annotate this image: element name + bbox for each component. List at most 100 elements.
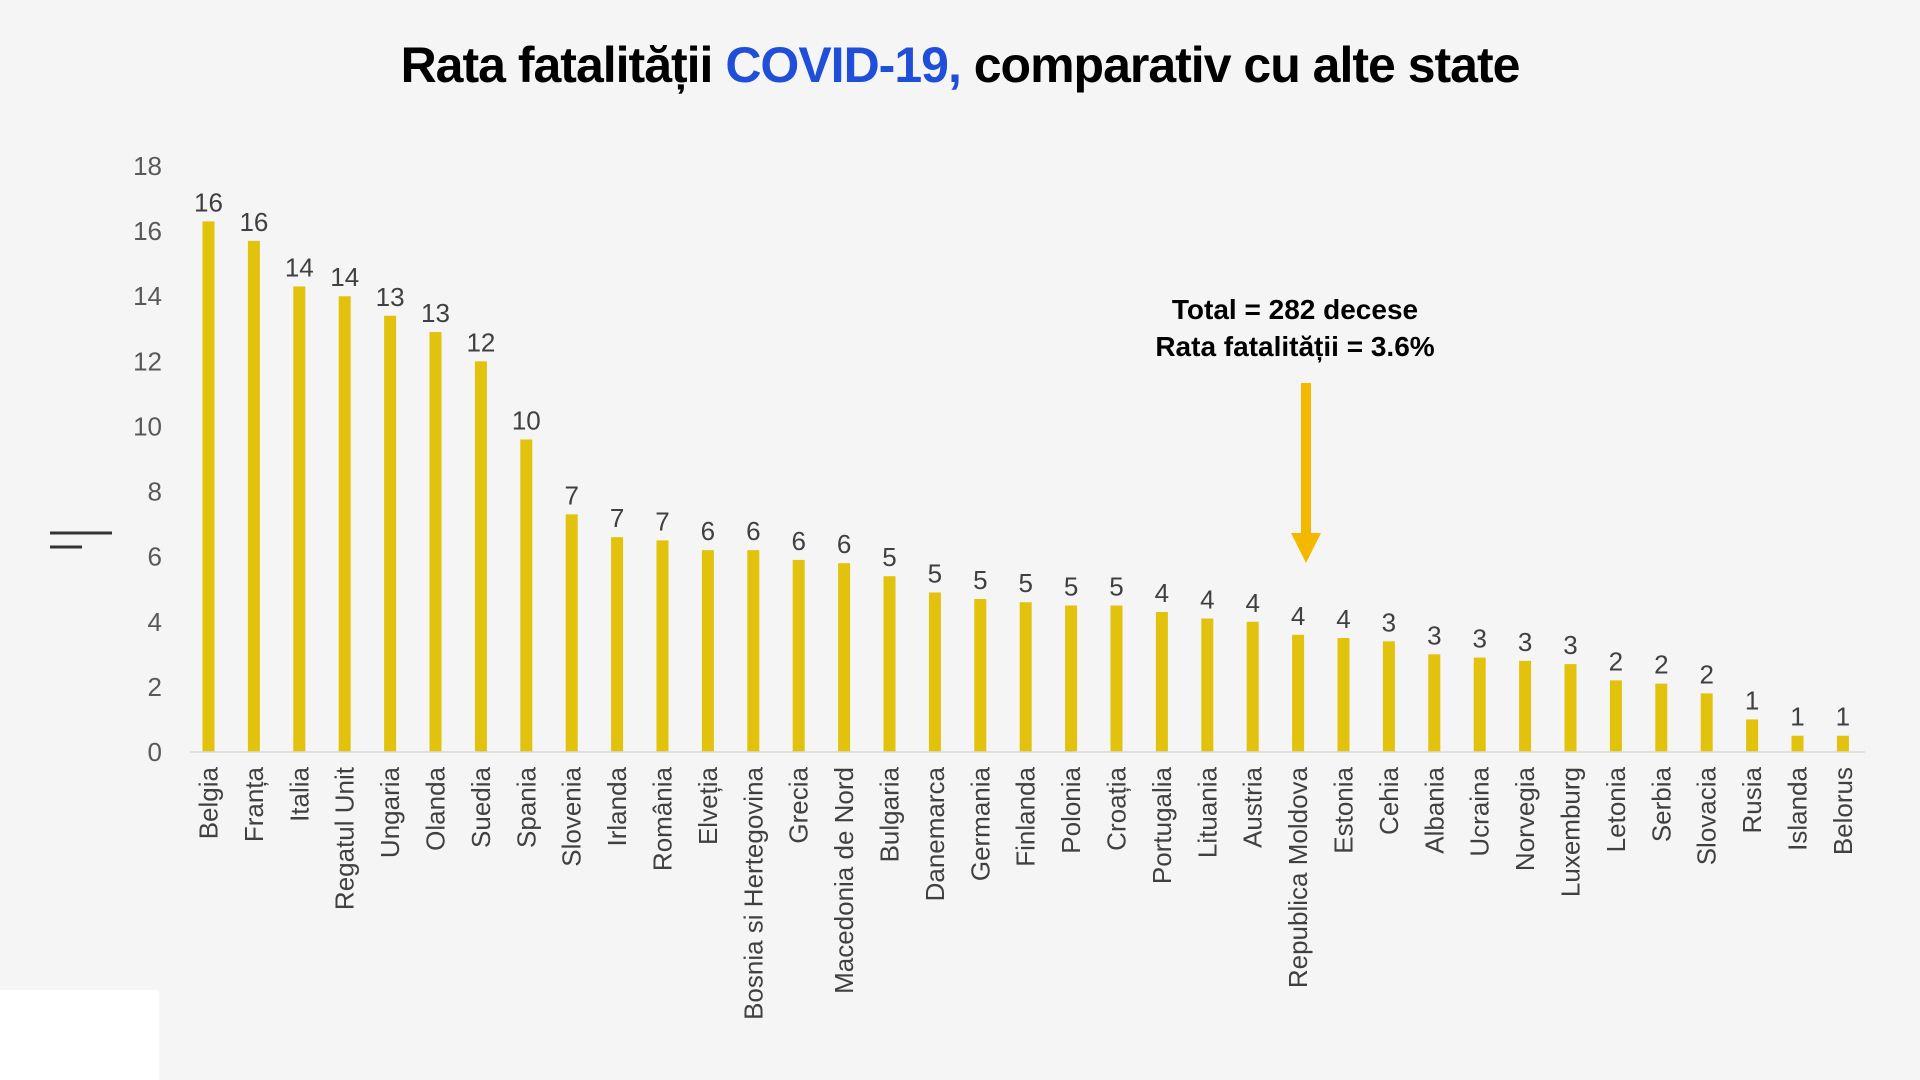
bar bbox=[747, 550, 760, 752]
data-label: 16 bbox=[194, 187, 223, 217]
bar bbox=[1791, 735, 1804, 752]
y-tick-label: 18 bbox=[133, 151, 162, 181]
data-label: 6 bbox=[701, 516, 715, 546]
category-label: Norvegia bbox=[1510, 766, 1540, 871]
data-label: 7 bbox=[610, 503, 624, 533]
category-label: Serbia bbox=[1646, 766, 1676, 842]
bar bbox=[1519, 660, 1532, 752]
data-label: 3 bbox=[1563, 630, 1577, 660]
chart-title: Rata fatalității COVID-19, comparativ cu… bbox=[0, 36, 1920, 94]
category-label: Belgia bbox=[194, 766, 224, 839]
category-label: Republica Moldova bbox=[1283, 766, 1313, 988]
category-label: Ucraina bbox=[1465, 766, 1495, 856]
category-label: Islanda bbox=[1783, 766, 1813, 850]
annotation-rate: Rata fatalității = 3.6% bbox=[1155, 331, 1434, 362]
data-label: 12 bbox=[466, 327, 495, 357]
bar bbox=[1564, 664, 1577, 752]
data-label: 5 bbox=[1018, 568, 1032, 598]
y-tick-label: 4 bbox=[148, 607, 162, 637]
bar bbox=[429, 332, 442, 752]
bar bbox=[1473, 657, 1486, 752]
annotation-total: Total = 282 decese bbox=[1172, 294, 1418, 325]
category-label: Lituania bbox=[1192, 766, 1222, 858]
category-label: Bulgaria bbox=[875, 766, 905, 862]
category-label: Portugalia bbox=[1147, 766, 1177, 884]
left-marker-icon bbox=[50, 531, 112, 549]
bar bbox=[1110, 605, 1123, 752]
y-tick-label: 8 bbox=[148, 477, 162, 507]
bar bbox=[1019, 602, 1032, 752]
bar bbox=[838, 563, 851, 752]
data-label: 3 bbox=[1427, 620, 1441, 650]
bar bbox=[202, 221, 215, 752]
data-label: 6 bbox=[791, 526, 805, 556]
data-label: 6 bbox=[746, 516, 760, 546]
data-label: 14 bbox=[285, 252, 314, 282]
bar bbox=[1337, 638, 1350, 752]
title-highlight: COVID-19, bbox=[725, 37, 962, 93]
bar bbox=[701, 550, 714, 752]
bar bbox=[1836, 735, 1849, 752]
data-label: 13 bbox=[376, 282, 405, 312]
category-label: Franța bbox=[239, 766, 269, 842]
bar bbox=[338, 296, 351, 752]
category-label: Grecia bbox=[784, 766, 814, 843]
category-label: Suedia bbox=[466, 766, 496, 847]
data-label: 4 bbox=[1336, 604, 1350, 634]
data-label: 7 bbox=[564, 480, 578, 510]
bar bbox=[611, 537, 624, 752]
data-label: 1 bbox=[1745, 685, 1759, 715]
data-label: 5 bbox=[1109, 572, 1123, 602]
y-tick-label: 10 bbox=[133, 411, 162, 441]
category-label: Spania bbox=[511, 766, 541, 847]
bar bbox=[1292, 634, 1305, 752]
category-labels: Belgia Franța Italia Regatul Unit Ungaria Ola… bbox=[194, 766, 1858, 1020]
category-label: Olanda bbox=[421, 766, 451, 850]
category-label: Germania bbox=[965, 766, 995, 881]
bar bbox=[384, 315, 397, 752]
bar bbox=[293, 286, 306, 752]
category-label: Estonia bbox=[1329, 766, 1359, 853]
bar bbox=[883, 576, 896, 752]
data-label: 6 bbox=[837, 529, 851, 559]
bar bbox=[474, 361, 487, 752]
data-label: 4 bbox=[1155, 578, 1169, 608]
category-label: Slovenia bbox=[557, 766, 587, 866]
y-tick-label: 12 bbox=[133, 346, 162, 376]
data-label: 7 bbox=[655, 506, 669, 536]
bar bbox=[1065, 605, 1078, 752]
bar bbox=[520, 439, 533, 752]
data-label: 5 bbox=[928, 558, 942, 588]
data-label: 3 bbox=[1518, 627, 1532, 657]
category-label: Elveția bbox=[693, 766, 723, 845]
category-label: Danemarca bbox=[920, 766, 950, 901]
bar bbox=[656, 540, 669, 752]
data-label: 10 bbox=[512, 405, 541, 435]
category-label: Finlanda bbox=[1011, 766, 1041, 866]
category-label: Croația bbox=[1102, 766, 1132, 850]
category-label: Luxemburg bbox=[1556, 767, 1586, 897]
data-label: 14 bbox=[330, 262, 359, 292]
y-tick-label: 6 bbox=[148, 542, 162, 572]
category-label: Albania bbox=[1419, 766, 1449, 853]
y-tick-label: 0 bbox=[148, 737, 162, 767]
data-label: 5 bbox=[973, 565, 987, 595]
category-label: Rusia bbox=[1737, 766, 1767, 833]
bar bbox=[1428, 654, 1441, 752]
y-axis: 0 2 4 6 8 10 12 14 16 18 bbox=[133, 151, 162, 767]
bar bbox=[792, 559, 805, 752]
category-label: Slovacia bbox=[1692, 766, 1722, 865]
arrow-down-icon bbox=[1291, 383, 1321, 563]
bar bbox=[1155, 612, 1168, 752]
category-label: Ungaria bbox=[375, 766, 405, 858]
data-label: 2 bbox=[1699, 659, 1713, 689]
bar bbox=[928, 592, 941, 752]
data-label: 1 bbox=[1790, 702, 1804, 732]
data-label: 13 bbox=[421, 298, 450, 328]
data-label: 4 bbox=[1291, 601, 1305, 631]
bar bbox=[565, 514, 578, 752]
bars bbox=[202, 221, 1849, 752]
category-label: Regatul Unit bbox=[330, 766, 360, 910]
